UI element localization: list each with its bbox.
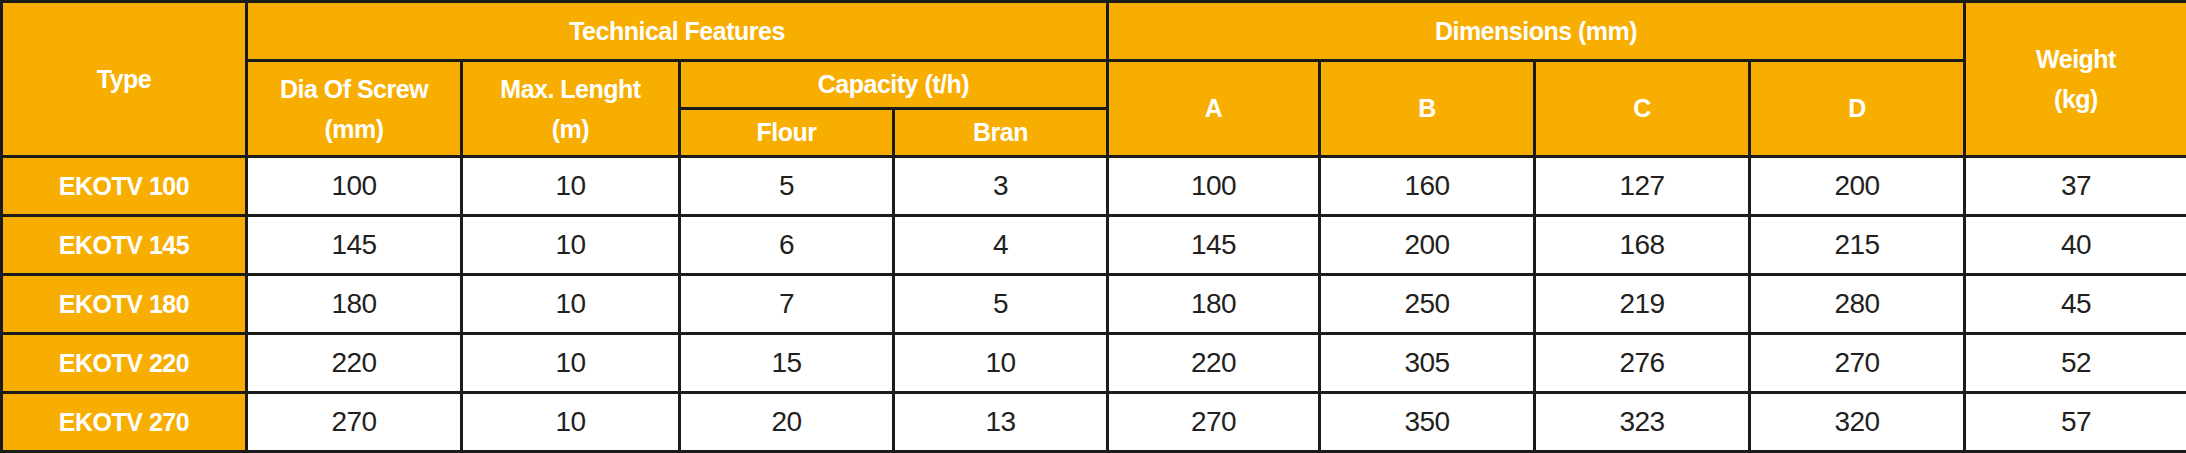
col-header-weight: Weight (kg) xyxy=(1965,2,2186,157)
header-row-columns: Dia Of Screw (mm) Max. Lenght (m) Capaci… xyxy=(2,61,2186,109)
cell-capacity-flour: 20 xyxy=(680,393,894,452)
header-row-groups: Type Technical Features Dimensions (mm) … xyxy=(2,2,2186,61)
table-header: Type Technical Features Dimensions (mm) … xyxy=(2,2,2186,157)
cell-dia-of-screw: 270 xyxy=(247,393,462,452)
cell-max-lenght: 10 xyxy=(462,334,680,393)
cell-dia-of-screw: 180 xyxy=(247,275,462,334)
col-header-dim-b: B xyxy=(1320,61,1535,157)
spec-table-container: Type Technical Features Dimensions (mm) … xyxy=(0,0,2186,453)
cell-dim-a: 100 xyxy=(1108,157,1320,216)
cell-weight: 52 xyxy=(1965,334,2186,393)
col-header-max-lenght: Max. Lenght (m) xyxy=(462,61,680,157)
cell-type: EKOTV 270 xyxy=(2,393,247,452)
cell-capacity-bran: 10 xyxy=(894,334,1108,393)
table-row: EKOTV 270 270 10 20 13 270 350 323 320 5… xyxy=(2,393,2186,452)
cell-dim-c: 276 xyxy=(1535,334,1750,393)
col-header-dia-of-screw: Dia Of Screw (mm) xyxy=(247,61,462,157)
cell-dim-d: 200 xyxy=(1750,157,1965,216)
group-header-capacity: Capacity (t/h) xyxy=(680,61,1108,109)
cell-weight: 40 xyxy=(1965,216,2186,275)
cell-dia-of-screw: 220 xyxy=(247,334,462,393)
cell-capacity-flour: 5 xyxy=(680,157,894,216)
col-header-bran: Bran xyxy=(894,109,1108,157)
cell-max-lenght: 10 xyxy=(462,157,680,216)
col-header-dim-d: D xyxy=(1750,61,1965,157)
table-row: EKOTV 220 220 10 15 10 220 305 276 270 5… xyxy=(2,334,2186,393)
cell-dia-of-screw: 145 xyxy=(247,216,462,275)
cell-dia-of-screw: 100 xyxy=(247,157,462,216)
table-body: EKOTV 100 100 10 5 3 100 160 127 200 37 … xyxy=(2,157,2186,452)
cell-type: EKOTV 145 xyxy=(2,216,247,275)
cell-capacity-flour: 6 xyxy=(680,216,894,275)
cell-dim-b: 350 xyxy=(1320,393,1535,452)
cell-dim-c: 127 xyxy=(1535,157,1750,216)
cell-capacity-bran: 5 xyxy=(894,275,1108,334)
col-header-dim-a: A xyxy=(1108,61,1320,157)
cell-weight: 37 xyxy=(1965,157,2186,216)
cell-dim-d: 270 xyxy=(1750,334,1965,393)
cell-weight: 45 xyxy=(1965,275,2186,334)
col-header-dim-c: C xyxy=(1535,61,1750,157)
cell-dim-d: 280 xyxy=(1750,275,1965,334)
table-row: EKOTV 100 100 10 5 3 100 160 127 200 37 xyxy=(2,157,2186,216)
cell-dim-c: 219 xyxy=(1535,275,1750,334)
cell-dim-d: 215 xyxy=(1750,216,1965,275)
cell-type: EKOTV 180 xyxy=(2,275,247,334)
cell-dim-a: 180 xyxy=(1108,275,1320,334)
cell-capacity-flour: 7 xyxy=(680,275,894,334)
cell-type: EKOTV 100 xyxy=(2,157,247,216)
cell-dim-c: 323 xyxy=(1535,393,1750,452)
cell-max-lenght: 10 xyxy=(462,216,680,275)
cell-dim-c: 168 xyxy=(1535,216,1750,275)
group-header-technical-features: Technical Features xyxy=(247,2,1108,61)
col-header-type: Type xyxy=(2,2,247,157)
cell-max-lenght: 10 xyxy=(462,393,680,452)
group-header-dimensions: Dimensions (mm) xyxy=(1108,2,1965,61)
cell-dim-b: 160 xyxy=(1320,157,1535,216)
cell-dim-d: 320 xyxy=(1750,393,1965,452)
cell-weight: 57 xyxy=(1965,393,2186,452)
cell-dim-a: 145 xyxy=(1108,216,1320,275)
cell-dim-b: 305 xyxy=(1320,334,1535,393)
cell-dim-a: 270 xyxy=(1108,393,1320,452)
cell-capacity-bran: 3 xyxy=(894,157,1108,216)
table-row: EKOTV 180 180 10 7 5 180 250 219 280 45 xyxy=(2,275,2186,334)
cell-max-lenght: 10 xyxy=(462,275,680,334)
cell-capacity-flour: 15 xyxy=(680,334,894,393)
cell-type: EKOTV 220 xyxy=(2,334,247,393)
technical-spec-table: Type Technical Features Dimensions (mm) … xyxy=(0,0,2186,453)
table-row: EKOTV 145 145 10 6 4 145 200 168 215 40 xyxy=(2,216,2186,275)
cell-capacity-bran: 4 xyxy=(894,216,1108,275)
col-header-flour: Flour xyxy=(680,109,894,157)
cell-dim-a: 220 xyxy=(1108,334,1320,393)
cell-capacity-bran: 13 xyxy=(894,393,1108,452)
cell-dim-b: 250 xyxy=(1320,275,1535,334)
cell-dim-b: 200 xyxy=(1320,216,1535,275)
